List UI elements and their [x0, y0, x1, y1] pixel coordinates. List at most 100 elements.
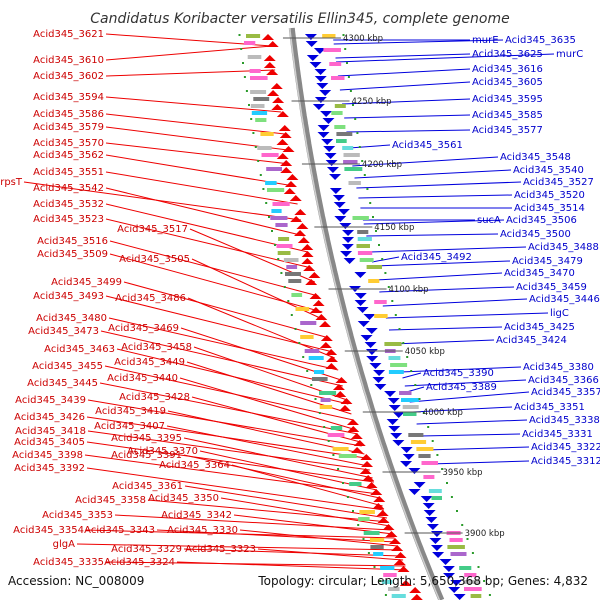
- gene-label-forward[interactable]: Acid345_3449: [114, 357, 185, 368]
- guide-dot: [356, 132, 359, 134]
- gene-label-reverse[interactable]: Acid345_3357: [531, 387, 600, 398]
- gene-label-reverse[interactable]: Acid345_3488: [528, 242, 599, 253]
- gene-label-reverse[interactable]: Acid345_3366: [528, 375, 599, 386]
- gene-label-forward[interactable]: Acid345_3350: [148, 493, 219, 504]
- gene-label-reverse[interactable]: Acid345_3424: [496, 335, 567, 346]
- gene-label-forward[interactable]: Acid345_3324: [104, 557, 175, 568]
- gene-label-reverse[interactable]: Acid345_3540: [513, 165, 584, 176]
- gene-label-reverse[interactable]: Acid345_3527: [523, 177, 594, 188]
- gene-label-reverse[interactable]: Acid345_3595: [472, 94, 543, 105]
- gene-label-forward[interactable]: rpsT: [0, 177, 23, 188]
- gene-label-forward[interactable]: Acid345_3440: [107, 373, 178, 384]
- gene-label-forward[interactable]: glgA: [53, 539, 75, 550]
- gene-label-reverse[interactable]: Acid345_3479: [512, 256, 583, 267]
- gene-label-reverse[interactable]: ligC: [550, 308, 569, 319]
- gene-label-forward[interactable]: Acid345_3405: [14, 437, 85, 448]
- gene-label-reverse[interactable]: Acid345_3616: [472, 64, 543, 75]
- gene-label-reverse[interactable]: Acid345_3312: [531, 456, 600, 467]
- gene-label-forward[interactable]: Acid345_3505: [119, 254, 190, 265]
- gene-label-forward[interactable]: Acid345_3354: [13, 525, 84, 536]
- gene-label-forward[interactable]: Acid345_3480: [36, 313, 107, 324]
- gene-label-forward[interactable]: Acid345_3418: [15, 426, 86, 437]
- gene-label-forward[interactable]: Acid345_3551: [33, 167, 104, 178]
- gene-label-reverse[interactable]: Acid345_3331: [522, 429, 593, 440]
- gene-label-forward[interactable]: Acid345_3486: [115, 293, 186, 304]
- gene-label-forward[interactable]: Acid345_3329: [111, 544, 182, 555]
- gene-label-forward[interactable]: Acid345_3458: [121, 342, 192, 353]
- gene-label-forward[interactable]: Acid345_3610: [33, 55, 104, 66]
- gene-label-forward[interactable]: Acid345_3426: [14, 412, 85, 423]
- gene-label-forward[interactable]: Acid345_3335: [33, 557, 104, 568]
- gene-label-forward[interactable]: Acid345_3542: [33, 183, 104, 194]
- gene-label-reverse[interactable]: Acid345_3351: [514, 402, 585, 413]
- gene-label-reverse[interactable]: Acid345_3561: [392, 140, 463, 151]
- gene-label-forward[interactable]: Acid345_3473: [28, 326, 99, 337]
- gene-label-reverse[interactable]: murC: [556, 49, 583, 60]
- gene-label-forward[interactable]: Acid345_3398: [12, 450, 83, 461]
- gene-label-forward[interactable]: Acid345_3455: [32, 361, 103, 372]
- guide-dot: [427, 426, 430, 428]
- feature-band: [344, 167, 363, 171]
- gene-label-reverse[interactable]: Acid345_3459: [516, 282, 587, 293]
- gene-label-forward[interactable]: Acid345_3499: [51, 277, 122, 288]
- gene-label-forward[interactable]: Acid345_3469: [108, 323, 179, 334]
- gene-label-forward[interactable]: Acid345_3361: [112, 481, 183, 492]
- gene-label-forward[interactable]: Acid345_3517: [117, 224, 188, 235]
- gene-label-forward[interactable]: Acid345_3391: [111, 450, 182, 461]
- gene-label-reverse[interactable]: Acid345_3500: [500, 229, 571, 240]
- gene-label-forward[interactable]: Acid345_3419: [95, 406, 166, 417]
- gene-label-reverse[interactable]: murE: [472, 35, 499, 46]
- gene-label-forward[interactable]: Acid345_3463: [44, 344, 115, 355]
- gene-label-reverse[interactable]: Acid345_3338: [529, 415, 600, 426]
- gene-label-forward[interactable]: Acid345_3570: [33, 138, 104, 149]
- gene-label-reverse[interactable]: Acid345_3380: [523, 362, 594, 373]
- gene-label-forward[interactable]: Acid345_3562: [33, 150, 104, 161]
- gene-label-reverse[interactable]: Acid345_3446: [529, 294, 600, 305]
- gene-label-reverse[interactable]: Acid345_3389: [426, 382, 497, 393]
- gene-label-reverse[interactable]: Acid345_3548: [500, 152, 571, 163]
- gene-label-reverse[interactable]: sucA: [477, 215, 501, 226]
- gene-label-forward[interactable]: Acid345_3358: [75, 495, 146, 506]
- reverse-gene-arrow: [309, 62, 322, 68]
- gene-label-reverse[interactable]: Acid345_3492: [401, 252, 472, 263]
- gene-label-forward[interactable]: Acid345_3428: [119, 392, 190, 403]
- gene-label-forward[interactable]: Acid345_3523: [33, 214, 104, 225]
- gene-label-reverse[interactable]: Acid345_3577: [472, 125, 543, 136]
- gene-label-forward[interactable]: Acid345_3602: [33, 71, 104, 82]
- gene-label-forward[interactable]: Acid345_3330: [167, 525, 238, 536]
- gene-label-forward[interactable]: Acid345_3509: [37, 249, 108, 260]
- gene-label-forward[interactable]: Acid345_3364: [159, 460, 230, 471]
- gene-label-reverse[interactable]: Acid345_3390: [423, 368, 494, 379]
- gene-label-reverse[interactable]: Acid345_3514: [514, 203, 585, 214]
- gene-label-forward[interactable]: Acid345_3353: [42, 510, 113, 521]
- gene-label-forward[interactable]: Acid345_3532: [33, 199, 104, 210]
- gene-label-forward[interactable]: Acid345_3586: [33, 109, 104, 120]
- gene-label-reverse[interactable]: Acid345_3322: [531, 442, 600, 453]
- gene-label-forward[interactable]: Acid345_3439: [15, 395, 86, 406]
- gene-label-forward[interactable]: Acid345_3343: [84, 525, 155, 536]
- forward-gene-arrow: [334, 391, 347, 397]
- gene-label-forward[interactable]: Acid345_3621: [33, 29, 104, 40]
- gene-label-forward[interactable]: Acid345_3445: [27, 378, 98, 389]
- gene-label-forward[interactable]: Acid345_3594: [33, 92, 104, 103]
- forward-gene-arrow: [351, 447, 364, 453]
- gene-label-forward[interactable]: Acid345_3579: [33, 122, 104, 133]
- gene-label-forward[interactable]: Acid345_3392: [14, 463, 85, 474]
- gene-label-forward[interactable]: Acid345_3342: [161, 510, 232, 521]
- gene-label-reverse[interactable]: Acid345_3520: [514, 190, 585, 201]
- gene-label-forward[interactable]: Acid345_3395: [111, 433, 182, 444]
- gene-label-reverse[interactable]: Acid345_3625: [472, 49, 543, 60]
- gene-label-reverse[interactable]: Acid345_3605: [472, 77, 543, 88]
- forward-label-connector: [187, 297, 335, 359]
- gene-label-reverse[interactable]: Acid345_3506: [506, 215, 577, 226]
- gene-label-forward[interactable]: Acid345_3323: [185, 544, 256, 555]
- feature-band: [383, 573, 397, 577]
- gene-label-reverse[interactable]: Acid345_3425: [504, 322, 575, 333]
- gene-label-reverse[interactable]: Acid345_3635: [505, 35, 576, 46]
- gene-label-forward[interactable]: Acid345_3493: [33, 291, 104, 302]
- gene-label-forward[interactable]: Acid345_3516: [37, 236, 108, 247]
- gene-label-forward[interactable]: Acid345_3370: [127, 446, 198, 457]
- gene-label-forward[interactable]: Acid345_3407: [94, 421, 165, 432]
- gene-label-reverse[interactable]: Acid345_3585: [472, 110, 543, 121]
- gene-label-reverse[interactable]: Acid345_3470: [504, 268, 575, 279]
